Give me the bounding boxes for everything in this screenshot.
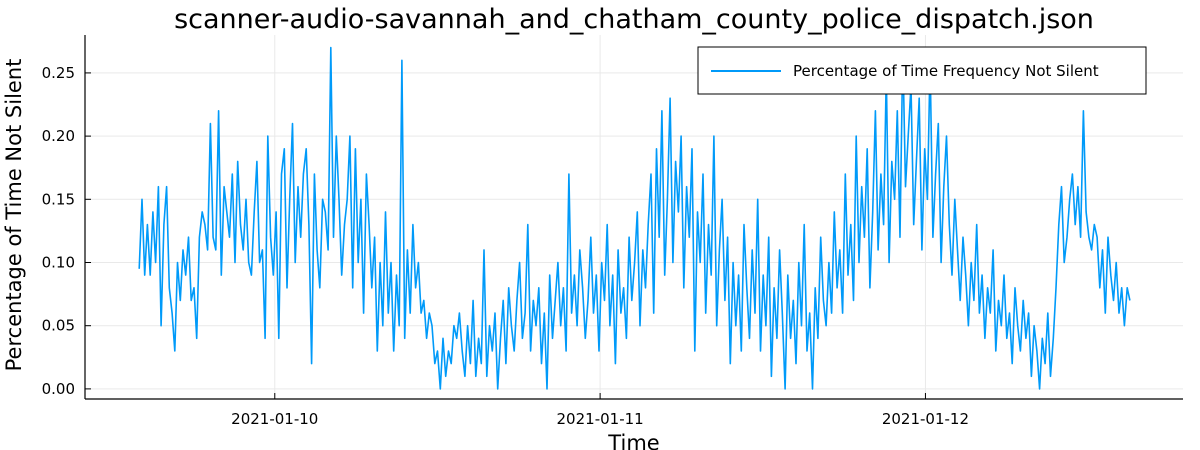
y-axis-label: Percentage of Time Not Silent: [2, 59, 26, 372]
y-tick-label: 0.25: [42, 64, 75, 82]
x-axis-label: Time: [607, 431, 659, 450]
y-tick-label: 0.00: [42, 380, 75, 398]
y-tick-label: 0.10: [42, 254, 75, 272]
chart-title: scanner-audio-savannah_and_chatham_count…: [174, 4, 1094, 35]
x-tick-label: 2021-01-11: [557, 410, 644, 428]
y-tick-label: 0.20: [42, 127, 75, 145]
y-axis-ticks: 0.00 0.05 0.10 0.15 0.20 0.25: [42, 64, 91, 398]
x-tick-label: 2021-01-10: [231, 410, 318, 428]
y-tick-label: 0.15: [42, 190, 75, 208]
legend: Percentage of Time Frequency Not Silent: [697, 46, 1147, 95]
x-axis-ticks: 2021-01-10 2021-01-11 2021-01-12: [231, 393, 969, 428]
x-tick-label: 2021-01-12: [882, 410, 969, 428]
legend-label: Percentage of Time Frequency Not Silent: [793, 62, 1099, 80]
y-tick-label: 0.05: [42, 317, 75, 335]
series-line: [138, 46, 1131, 390]
